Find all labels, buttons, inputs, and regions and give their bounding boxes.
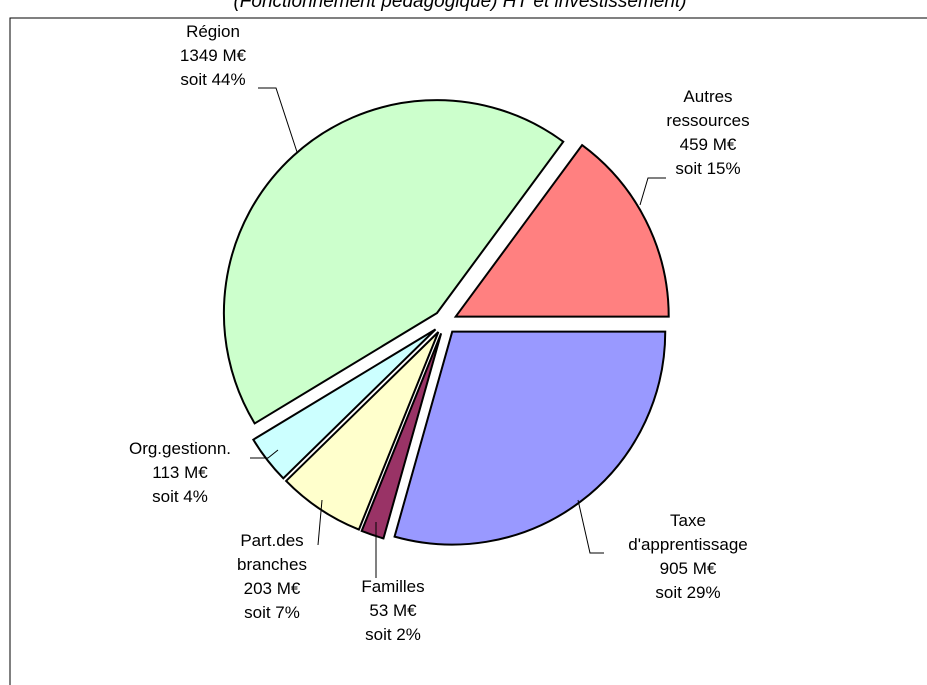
label-name: Familles [361, 577, 424, 596]
label-name-part: Taxe [670, 511, 706, 530]
label-name-part: ressources [666, 111, 749, 130]
label-value: 905 M€ [660, 559, 717, 578]
label-percent: soit 4% [152, 487, 208, 506]
slice-label: Région 1349 M€ soit 44% [180, 22, 247, 89]
label-name: Autres ressources [666, 87, 749, 130]
chart-subtitle: (Fonctionnement pédagogique) HT et inves… [233, 0, 686, 12]
pie-slice [393, 330, 667, 546]
slice-label: Org.gestionn. 113 M€ soit 4% [129, 439, 231, 506]
label-percent: soit 7% [244, 603, 300, 622]
leader-line [250, 449, 279, 459]
slice-label: Familles 53 M€ soit 2% [361, 577, 424, 644]
pie-slice [453, 143, 670, 318]
pie-slice [360, 332, 443, 540]
leader-line [639, 177, 666, 206]
pie-slice [251, 328, 437, 480]
label-name: Part.des branches [237, 531, 307, 574]
label-percent: soit 29% [655, 583, 720, 602]
label-name: Org.gestionn. [129, 439, 231, 458]
label-name: Région [186, 22, 240, 41]
label-name: Taxe d'apprentissage [628, 511, 748, 554]
leader-line [258, 87, 298, 153]
label-value: 203 M€ [244, 579, 301, 598]
pie-slice [222, 99, 565, 425]
label-name-part: branches [237, 555, 307, 574]
label-name-part: d'apprentissage [628, 535, 748, 554]
slice-label: Taxe d'apprentissage 905 M€ soit 29% [628, 511, 748, 602]
label-name-part: Autres [683, 87, 732, 106]
label-percent: soit 44% [180, 70, 245, 89]
pie-slice [284, 331, 440, 531]
leader-line [577, 499, 604, 554]
label-value: 113 M€ [152, 463, 208, 482]
slice-label: Part.des branches 203 M€ soit 7% [237, 531, 307, 622]
label-name-part: Part.des [240, 531, 303, 550]
slice-label: Autres ressources 459 M€ soit 15% [666, 87, 749, 178]
label-value: 1349 M€ [180, 46, 247, 65]
label-percent: soit 2% [365, 625, 421, 644]
label-percent: soit 15% [675, 159, 740, 178]
leader-line [317, 499, 323, 546]
label-value: 459 M€ [680, 135, 737, 154]
label-value: 53 M€ [369, 601, 417, 620]
